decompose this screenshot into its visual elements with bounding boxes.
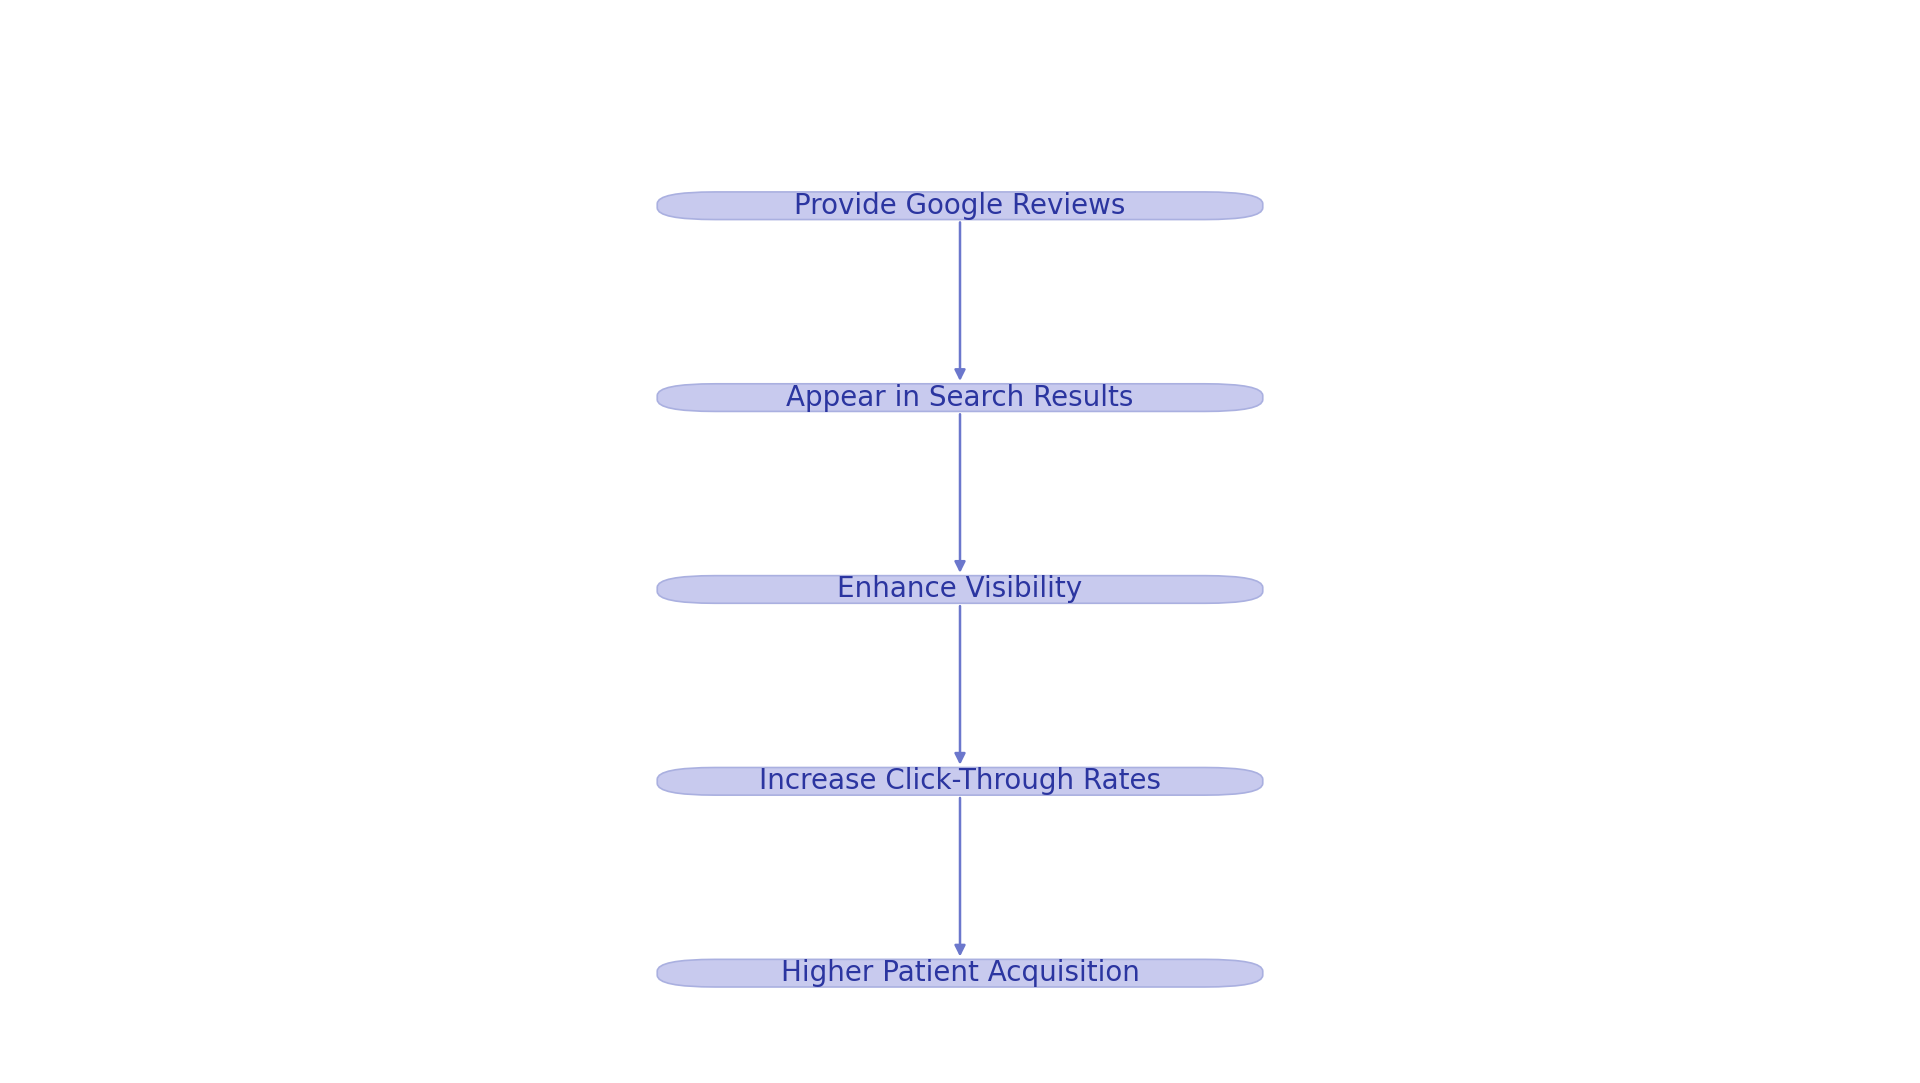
FancyBboxPatch shape <box>657 768 1263 795</box>
FancyBboxPatch shape <box>657 576 1263 603</box>
Text: Higher Patient Acquisition: Higher Patient Acquisition <box>781 960 1139 988</box>
Text: Increase Click-Through Rates: Increase Click-Through Rates <box>758 768 1162 795</box>
FancyBboxPatch shape <box>657 192 1263 220</box>
Text: Enhance Visibility: Enhance Visibility <box>837 575 1083 603</box>
FancyBboxPatch shape <box>657 383 1263 412</box>
Text: Appear in Search Results: Appear in Search Results <box>787 383 1133 412</box>
Text: Provide Google Reviews: Provide Google Reviews <box>795 192 1125 220</box>
FancyBboxPatch shape <box>657 960 1263 987</box>
